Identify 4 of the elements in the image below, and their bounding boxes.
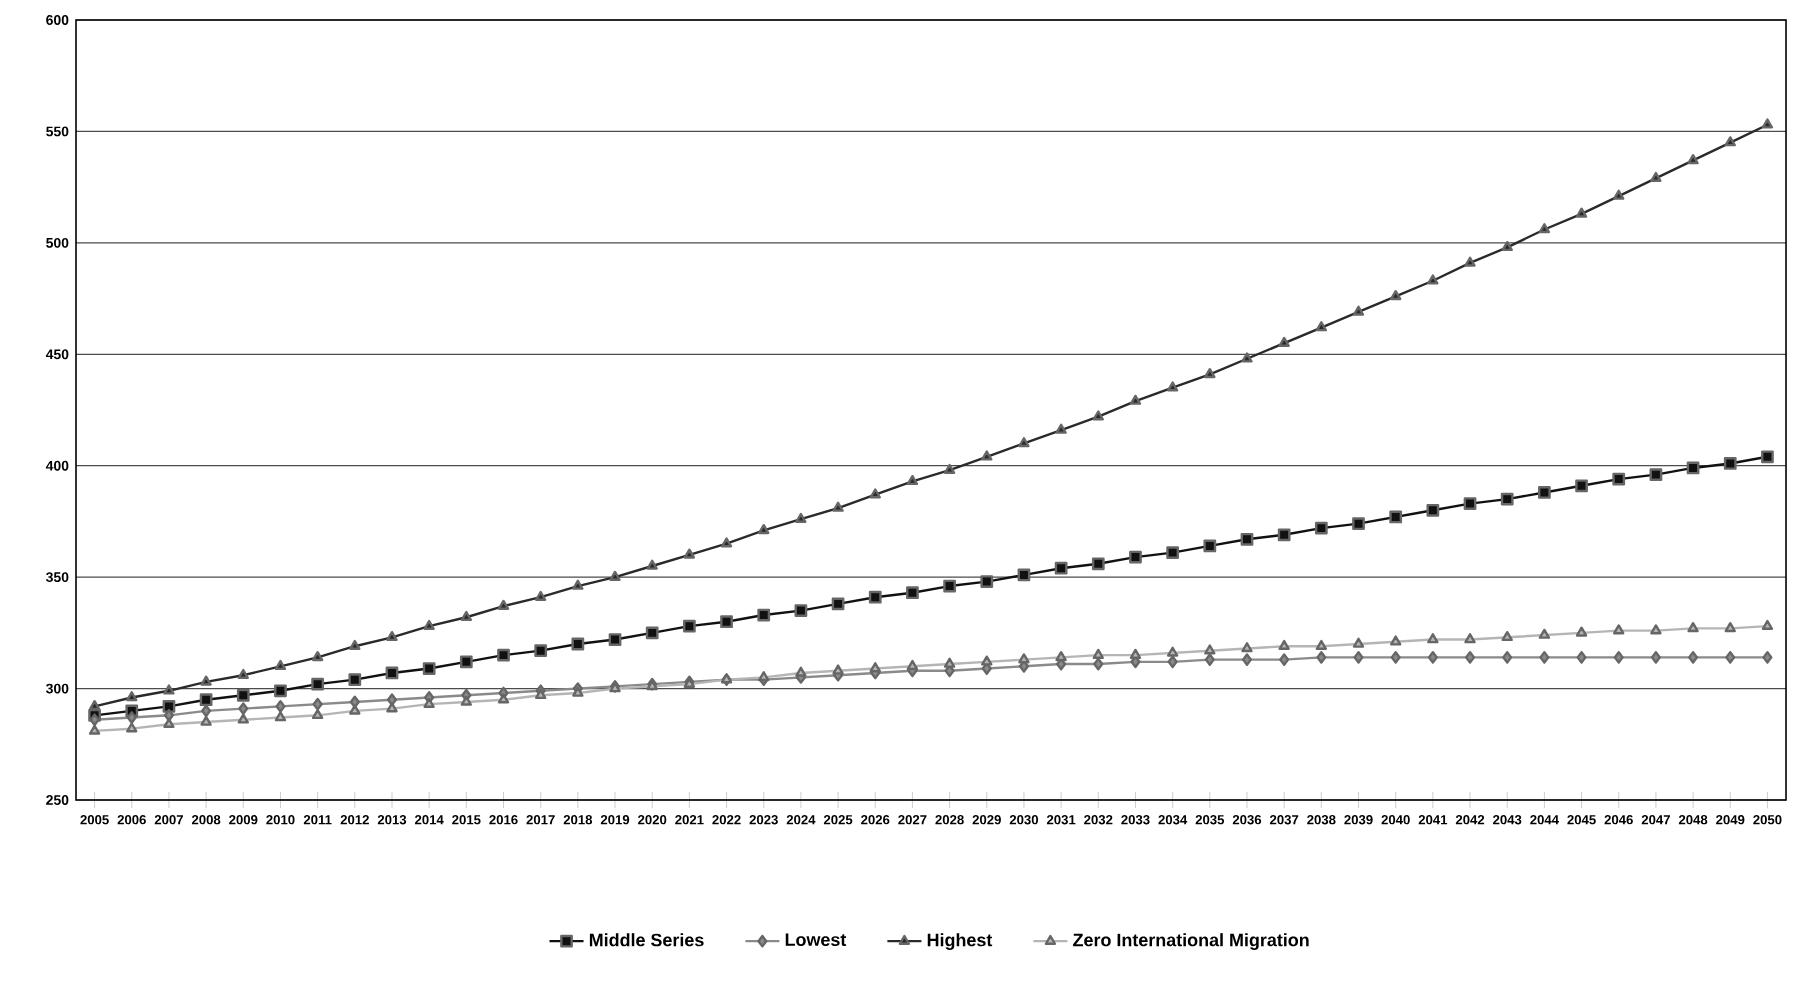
legend-label: Middle Series — [589, 933, 704, 947]
legend-label: Highest — [927, 933, 993, 950]
legend-label: Lowest — [785, 933, 847, 947]
legend-label: Zero International Migration — [1073, 933, 1309, 950]
